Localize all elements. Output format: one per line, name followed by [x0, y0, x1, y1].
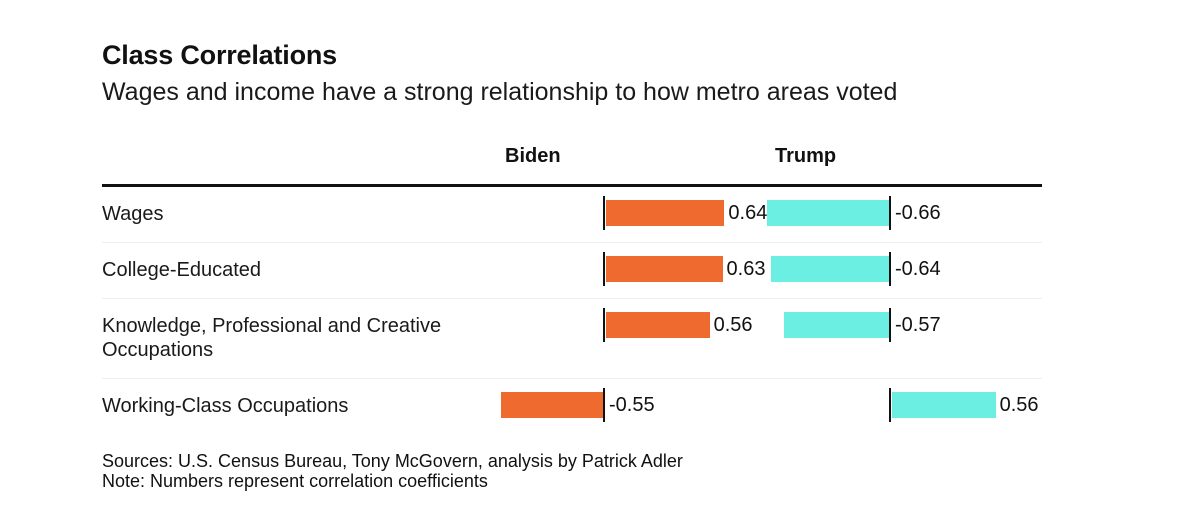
chart-subtitle: Wages and income have a strong relations…: [102, 78, 898, 106]
column-header-trump: Trump: [775, 145, 837, 167]
column-header-biden: Biden: [505, 145, 561, 167]
sources-note: Sources: U.S. Census Bureau, Tony McGove…: [102, 451, 683, 471]
biden-value-label: 0.64: [728, 202, 768, 224]
row-label: Wages: [102, 203, 164, 225]
biden-value-label: 0.63: [726, 258, 766, 280]
biden-bar: [606, 256, 723, 282]
zero-axis-line: [889, 252, 891, 286]
zero-axis-line: [603, 196, 605, 230]
header-rule: [102, 184, 1042, 187]
biden-bar: [606, 312, 710, 338]
biden-value-label: 0.56: [713, 314, 753, 336]
row-separator: [102, 378, 1042, 379]
biden-bar: [501, 392, 603, 418]
zero-axis-line: [889, 308, 891, 342]
chart-title: Class Correlations: [102, 40, 337, 70]
biden-bar: [606, 200, 725, 226]
row-label: Knowledge, Professional and Creative Occ…: [102, 315, 442, 361]
footer: Sources: U.S. Census Bureau, Tony McGove…: [102, 451, 683, 491]
trump-bar: [766, 200, 889, 226]
coefficients-note: Note: Numbers represent correlation coef…: [102, 471, 488, 491]
trump-bar: [783, 312, 889, 338]
trump-value-label: -0.57: [895, 314, 941, 336]
biden-value-label: -0.55: [609, 394, 655, 416]
zero-axis-line: [603, 388, 605, 422]
trump-bar: [892, 392, 996, 418]
trump-value-label: -0.66: [895, 202, 941, 224]
row-label: Working-Class Occupations: [102, 395, 349, 417]
zero-axis-line: [603, 252, 605, 286]
row-separator: [102, 298, 1042, 299]
zero-axis-line: [889, 196, 891, 230]
zero-axis-line: [603, 308, 605, 342]
trump-value-label: -0.64: [895, 258, 941, 280]
row-label: College-Educated: [102, 259, 261, 281]
trump-bar: [770, 256, 889, 282]
trump-value-label: 0.56: [999, 394, 1039, 416]
zero-axis-line: [889, 388, 891, 422]
row-separator: [102, 242, 1042, 243]
